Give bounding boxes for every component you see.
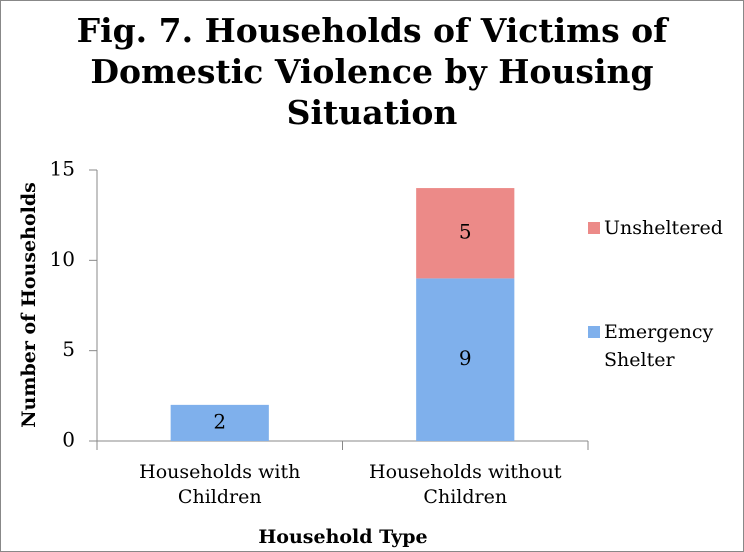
legend-swatch	[588, 326, 600, 338]
bar-segment	[416, 278, 515, 441]
bar-segment	[170, 404, 269, 441]
x-tick-label: Households without Children	[369, 461, 562, 508]
legend-swatch	[588, 222, 600, 234]
y-tick-label: 5	[62, 337, 75, 361]
y-axis-title: Number of Households	[18, 182, 40, 428]
y-tick-label: 15	[50, 157, 75, 181]
legend-label: Unsheltered	[604, 217, 723, 239]
data-label: 9	[459, 346, 472, 370]
legend-label: Emergency Shelter	[604, 321, 714, 371]
data-label: 5	[459, 220, 472, 244]
data-label: 2	[213, 409, 226, 433]
x-tick-label: Households with Children	[139, 461, 301, 508]
y-tick-label: 0	[62, 428, 75, 452]
x-axis-title: Household Type	[258, 526, 427, 548]
bar-segment	[416, 188, 515, 279]
y-tick-label: 10	[50, 247, 75, 271]
chart-title: Fig. 7. Households of Victims of Domesti…	[76, 11, 668, 132]
